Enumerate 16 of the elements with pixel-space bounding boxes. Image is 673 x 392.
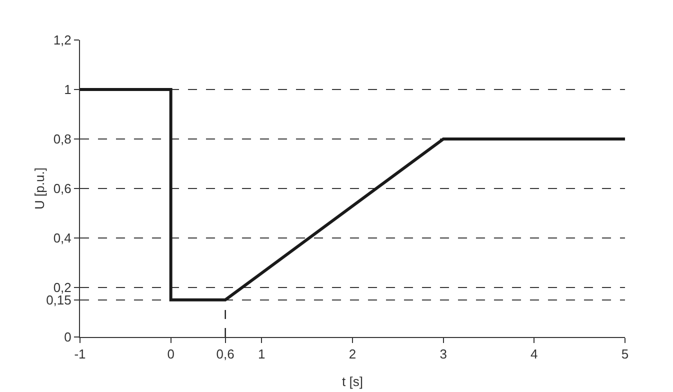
y-axis-title: U [p.u.] bbox=[32, 168, 47, 210]
x-tick-label: 3 bbox=[440, 346, 447, 362]
y-tick-label: 0,4 bbox=[53, 230, 72, 246]
y-tick-label: 0 bbox=[64, 330, 72, 345]
x-axis-title: t [s] bbox=[342, 374, 363, 389]
y-tick-label: 1,2 bbox=[53, 32, 72, 48]
x-tick-label: -1 bbox=[74, 346, 86, 362]
x-tick-label: 0,6 bbox=[216, 346, 234, 362]
y-tick-label: 0,6 bbox=[53, 181, 72, 196]
x-tick-label: 2 bbox=[348, 346, 356, 362]
y-tick-label: 1 bbox=[64, 82, 72, 98]
x-tick-label: 5 bbox=[621, 346, 629, 362]
x-tick-label: 1 bbox=[258, 346, 266, 362]
x-tick-label: 0 bbox=[167, 346, 174, 362]
y-tick-label: 0,8 bbox=[53, 132, 72, 147]
x-tick-label: 4 bbox=[530, 346, 538, 362]
